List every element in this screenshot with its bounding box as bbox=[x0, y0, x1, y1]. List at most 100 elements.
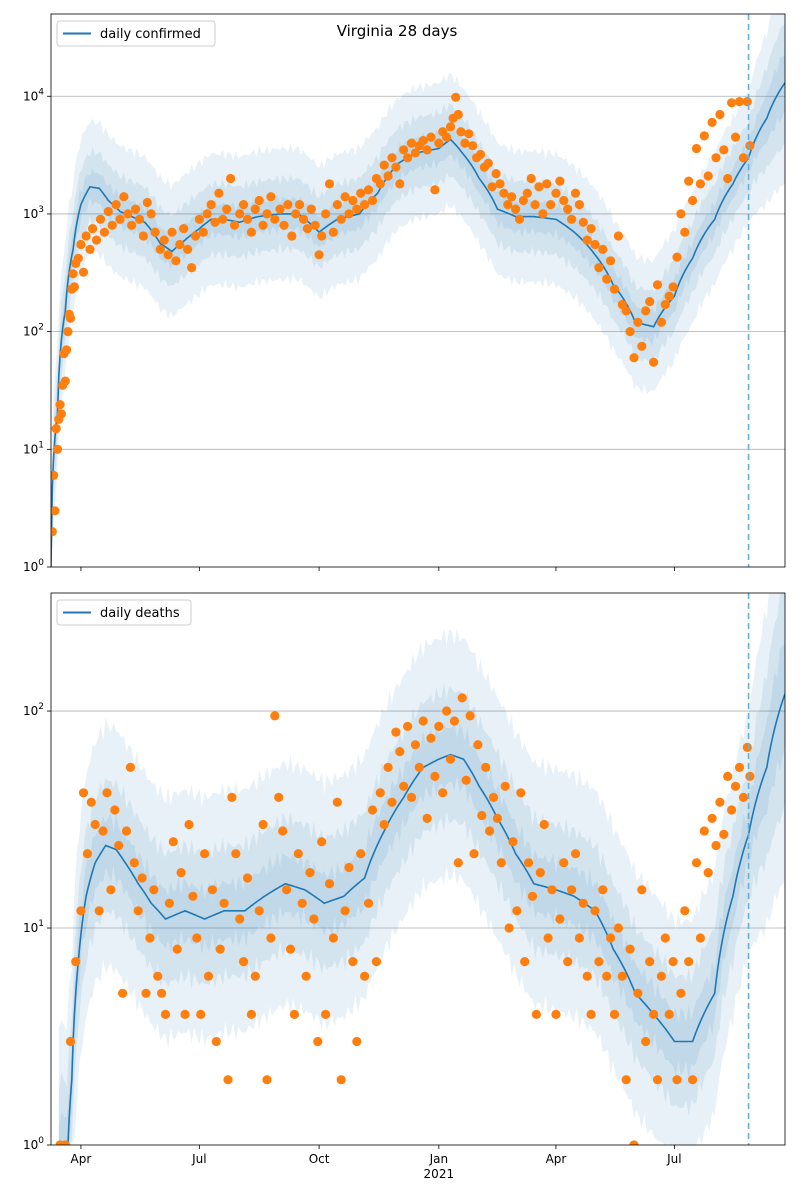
data-point bbox=[488, 792, 499, 803]
data-point bbox=[111, 200, 121, 210]
data-point bbox=[69, 282, 79, 292]
data-point bbox=[164, 898, 174, 908]
data-point bbox=[590, 239, 600, 250]
data-point bbox=[203, 971, 214, 981]
data-point bbox=[360, 200, 370, 210]
data-point bbox=[559, 195, 569, 206]
data-point bbox=[106, 885, 116, 895]
data-point bbox=[150, 227, 160, 237]
data-point bbox=[235, 914, 245, 924]
data-point bbox=[719, 829, 729, 840]
data-point bbox=[391, 162, 401, 172]
data-point bbox=[266, 933, 276, 943]
data-point bbox=[187, 263, 197, 273]
data-point bbox=[102, 788, 112, 798]
data-point bbox=[379, 819, 389, 830]
data-point bbox=[668, 282, 678, 292]
data-point bbox=[745, 771, 755, 782]
y-tick-label: 101 bbox=[23, 919, 44, 935]
data-point bbox=[649, 357, 659, 367]
data-point bbox=[406, 792, 417, 803]
data-point bbox=[118, 988, 128, 998]
data-point bbox=[442, 706, 452, 716]
data-point bbox=[283, 200, 293, 210]
data-point bbox=[91, 235, 102, 245]
data-point bbox=[68, 269, 78, 279]
data-point bbox=[211, 1036, 221, 1047]
data-point bbox=[275, 204, 285, 214]
data-point bbox=[155, 244, 165, 254]
data-point bbox=[457, 693, 467, 703]
data-point bbox=[656, 971, 667, 981]
data-point bbox=[285, 944, 296, 954]
data-point bbox=[395, 747, 405, 757]
legend-box bbox=[56, 20, 216, 47]
data-point bbox=[51, 424, 61, 434]
data-point bbox=[301, 971, 311, 981]
data-point bbox=[582, 971, 592, 981]
data-point bbox=[434, 138, 444, 148]
data-point bbox=[621, 1075, 631, 1085]
data-point bbox=[127, 220, 137, 230]
data-point bbox=[742, 97, 752, 107]
data-point bbox=[563, 204, 573, 214]
data-point bbox=[210, 217, 220, 227]
data-point bbox=[321, 209, 331, 219]
data-point bbox=[715, 109, 725, 120]
uncertainty-bands bbox=[58, 593, 785, 1145]
data-point bbox=[613, 231, 624, 241]
data-point bbox=[641, 1036, 651, 1047]
data-point bbox=[625, 327, 635, 337]
plot-frame bbox=[50, 13, 786, 568]
data-point bbox=[664, 291, 674, 301]
data-point bbox=[606, 256, 616, 266]
legend: daily confirmed bbox=[56, 20, 216, 47]
y-tick-label: 102 bbox=[23, 323, 44, 339]
data-point bbox=[745, 141, 755, 151]
data-point bbox=[491, 169, 501, 179]
data-point bbox=[78, 788, 89, 798]
data-point bbox=[645, 297, 655, 307]
data-point bbox=[123, 209, 133, 219]
data-point bbox=[313, 1036, 323, 1047]
uncertainty-band bbox=[58, 593, 785, 1145]
data-point bbox=[676, 988, 686, 998]
data-point bbox=[239, 200, 249, 210]
panel-daily-confirmed: 100 101 102 103 104 daily confirmed bbox=[23, 13, 786, 574]
data-point bbox=[499, 188, 509, 198]
x-tick-label: Jul bbox=[191, 1152, 206, 1166]
data-point bbox=[328, 227, 338, 237]
uncertainty-band bbox=[51, 55, 785, 567]
data-point bbox=[434, 721, 444, 732]
data-point bbox=[629, 1140, 639, 1145]
data-point bbox=[551, 1009, 561, 1020]
data-point bbox=[324, 179, 335, 189]
data-point bbox=[391, 727, 401, 737]
data-point bbox=[609, 1009, 620, 1020]
data-point bbox=[460, 138, 470, 148]
data-point bbox=[159, 235, 169, 245]
data-point bbox=[332, 797, 342, 807]
data-point bbox=[137, 873, 147, 883]
data-point bbox=[317, 837, 327, 847]
legend-label: daily deaths bbox=[100, 606, 180, 621]
plot-frame bbox=[50, 592, 786, 1146]
data-point bbox=[451, 92, 461, 102]
data-point bbox=[473, 740, 483, 750]
data-point bbox=[469, 849, 479, 859]
data-point bbox=[430, 185, 440, 195]
data-point bbox=[570, 188, 581, 198]
data-point bbox=[594, 263, 604, 273]
x-tick-label: Jan bbox=[429, 1152, 449, 1166]
data-point bbox=[742, 742, 752, 753]
data-point bbox=[344, 862, 354, 873]
data-point bbox=[206, 200, 216, 210]
data-point bbox=[51, 506, 60, 516]
data-point bbox=[306, 204, 316, 214]
data-point bbox=[168, 837, 178, 847]
data-point bbox=[167, 227, 177, 237]
data-point bbox=[578, 898, 588, 908]
data-point bbox=[363, 898, 374, 908]
data-point bbox=[508, 837, 518, 847]
data-point bbox=[218, 214, 228, 224]
